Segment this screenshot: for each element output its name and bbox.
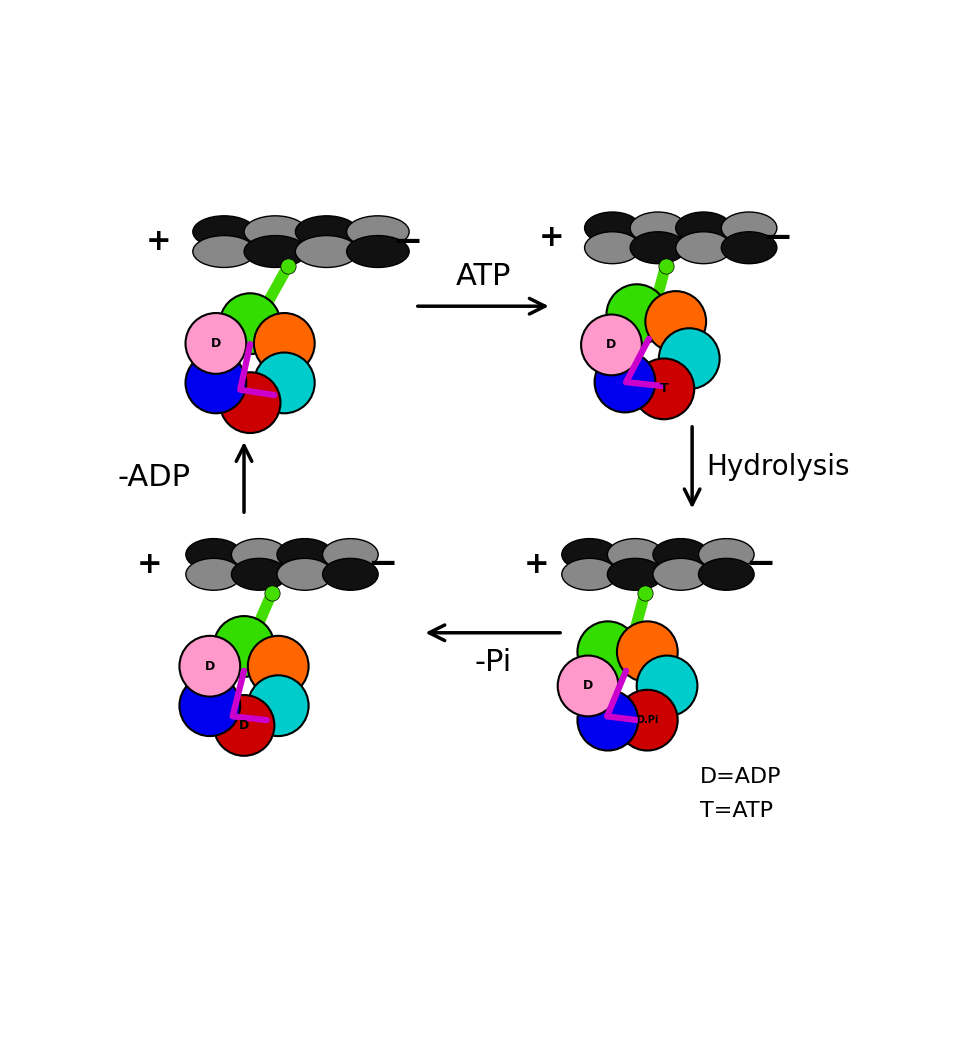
Ellipse shape [585, 212, 640, 244]
Ellipse shape [630, 232, 686, 264]
Ellipse shape [244, 216, 307, 248]
Circle shape [248, 675, 309, 736]
Circle shape [617, 622, 678, 683]
Text: Hydrolysis: Hydrolysis [706, 454, 850, 481]
Circle shape [581, 315, 642, 375]
Circle shape [214, 695, 274, 756]
Ellipse shape [699, 559, 754, 590]
Ellipse shape [277, 539, 332, 570]
Circle shape [659, 329, 719, 388]
Ellipse shape [721, 232, 777, 264]
Ellipse shape [608, 539, 662, 570]
Ellipse shape [322, 559, 378, 590]
Text: D: D [607, 338, 616, 352]
Circle shape [577, 622, 638, 683]
Text: D: D [583, 679, 593, 692]
Circle shape [633, 358, 694, 419]
Circle shape [595, 352, 656, 413]
Circle shape [607, 285, 667, 345]
Text: D: D [205, 659, 215, 673]
Text: −: − [368, 547, 397, 582]
Circle shape [185, 353, 246, 414]
Text: ATP: ATP [456, 262, 511, 291]
Text: D=ADP: D=ADP [700, 768, 781, 788]
Ellipse shape [608, 559, 662, 590]
Ellipse shape [193, 235, 256, 268]
Ellipse shape [585, 232, 640, 264]
Ellipse shape [562, 559, 617, 590]
Ellipse shape [295, 216, 358, 248]
Text: T: T [660, 382, 668, 396]
Text: −: − [746, 547, 775, 582]
Ellipse shape [721, 212, 777, 244]
Ellipse shape [193, 216, 256, 248]
Circle shape [558, 655, 618, 716]
Ellipse shape [676, 212, 731, 244]
Ellipse shape [186, 539, 241, 570]
Ellipse shape [653, 539, 709, 570]
Circle shape [617, 690, 678, 751]
Circle shape [179, 675, 240, 736]
Text: +: + [146, 227, 171, 256]
Ellipse shape [699, 539, 754, 570]
Circle shape [220, 293, 280, 354]
Ellipse shape [347, 235, 410, 268]
Ellipse shape [295, 235, 358, 268]
Circle shape [646, 291, 707, 352]
Text: D.Pi: D.Pi [636, 715, 659, 726]
Circle shape [179, 636, 240, 696]
Circle shape [185, 313, 246, 374]
Ellipse shape [653, 559, 709, 590]
Ellipse shape [231, 559, 287, 590]
Text: +: + [539, 224, 564, 252]
Circle shape [220, 373, 280, 433]
Text: −: − [392, 225, 422, 258]
Text: +: + [523, 550, 549, 579]
Ellipse shape [347, 216, 410, 248]
Ellipse shape [231, 539, 287, 570]
Circle shape [248, 636, 309, 696]
Circle shape [637, 655, 698, 716]
Text: -ADP: -ADP [118, 463, 191, 491]
Ellipse shape [244, 235, 307, 268]
Text: T=ATP: T=ATP [700, 801, 772, 821]
Ellipse shape [676, 232, 731, 264]
Text: +: + [136, 550, 162, 579]
Text: -Pi: -Pi [474, 648, 512, 677]
Ellipse shape [186, 559, 241, 590]
Ellipse shape [322, 539, 378, 570]
Text: −: − [762, 220, 792, 255]
Text: D: D [211, 337, 221, 350]
Ellipse shape [630, 212, 686, 244]
Ellipse shape [562, 539, 617, 570]
Circle shape [254, 313, 315, 374]
Circle shape [577, 690, 638, 751]
Text: D: D [239, 719, 249, 732]
Ellipse shape [277, 559, 332, 590]
Circle shape [254, 353, 315, 414]
Circle shape [214, 616, 274, 677]
